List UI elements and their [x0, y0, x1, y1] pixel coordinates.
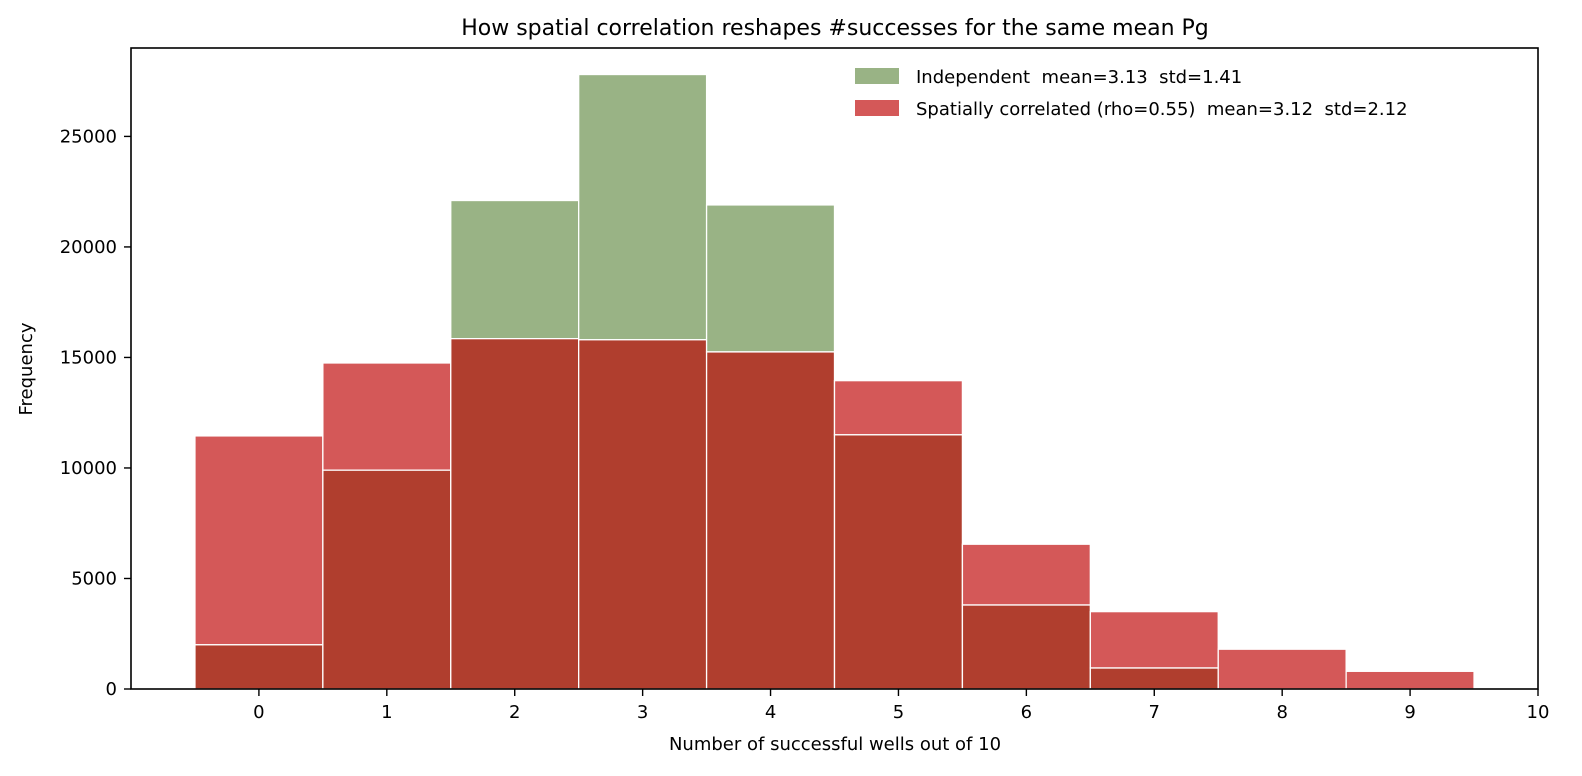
- bar-overlap-2: [450, 338, 580, 690]
- chart-title: How spatial correlation reshapes #succes…: [461, 16, 1209, 41]
- bar-overlap-0: [194, 644, 324, 690]
- x-tick-label: 8: [1276, 702, 1287, 723]
- bar-overlap-6: [961, 604, 1091, 690]
- y-tick-label: 5000: [71, 568, 117, 589]
- x-axis: 0 1 2 3 4 5 6 7 8 9 10: [253, 689, 1549, 723]
- y-axis: 0 5000 10000 15000 20000 25000: [60, 126, 131, 700]
- y-axis-label: Frequency: [16, 322, 37, 415]
- y-tick-label: 10000: [60, 458, 117, 479]
- legend-swatch-correlated: [855, 100, 899, 116]
- plot-frame: [130, 47, 1539, 690]
- bar-correlated-6: [961, 543, 1091, 606]
- legend-label-correlated: Spatially correlated (rho=0.55) mean=3.1…: [916, 99, 1408, 120]
- bar-overlap-7: [1089, 667, 1219, 690]
- y-tick-label: 0: [106, 679, 117, 700]
- bar-correlated-7: [1089, 610, 1219, 669]
- legend: Independent mean=3.13 std=1.41 Spatially …: [855, 67, 1408, 120]
- x-tick-label: 9: [1404, 702, 1415, 723]
- x-tick-label: 4: [765, 702, 776, 723]
- legend-label-independent: Independent mean=3.13 std=1.41: [916, 67, 1242, 88]
- x-tick-label: 3: [637, 702, 648, 723]
- bar-independent-3: [578, 73, 708, 341]
- bar-independent-4: [705, 204, 836, 353]
- x-tick-label: 7: [1149, 702, 1160, 723]
- x-tick-label: 5: [893, 702, 904, 723]
- bars-group: [194, 73, 1475, 690]
- x-tick-label: 0: [253, 702, 264, 723]
- y-tick-label: 25000: [60, 126, 117, 147]
- bar-correlated-9: [1345, 670, 1475, 690]
- bar-correlated-1: [322, 362, 452, 471]
- x-tick-label: 6: [1021, 702, 1032, 723]
- y-tick-label: 20000: [60, 237, 117, 258]
- bar-overlap-5: [833, 434, 964, 690]
- bar-correlated-0: [194, 435, 324, 646]
- bar-correlated-5: [833, 380, 964, 436]
- x-tick-label: 10: [1527, 702, 1550, 723]
- bar-overlap-3: [578, 339, 708, 690]
- y-tick-label: 15000: [60, 347, 117, 368]
- bar-overlap-1: [322, 469, 452, 690]
- x-tick-label: 1: [381, 702, 392, 723]
- x-axis-label: Number of successful wells out of 10: [669, 734, 1001, 755]
- x-tick-label: 2: [509, 702, 520, 723]
- legend-swatch-independent: [855, 68, 899, 84]
- bar-overlap-4: [705, 351, 836, 690]
- bar-independent-2: [450, 199, 580, 340]
- bar-correlated-8: [1217, 648, 1347, 690]
